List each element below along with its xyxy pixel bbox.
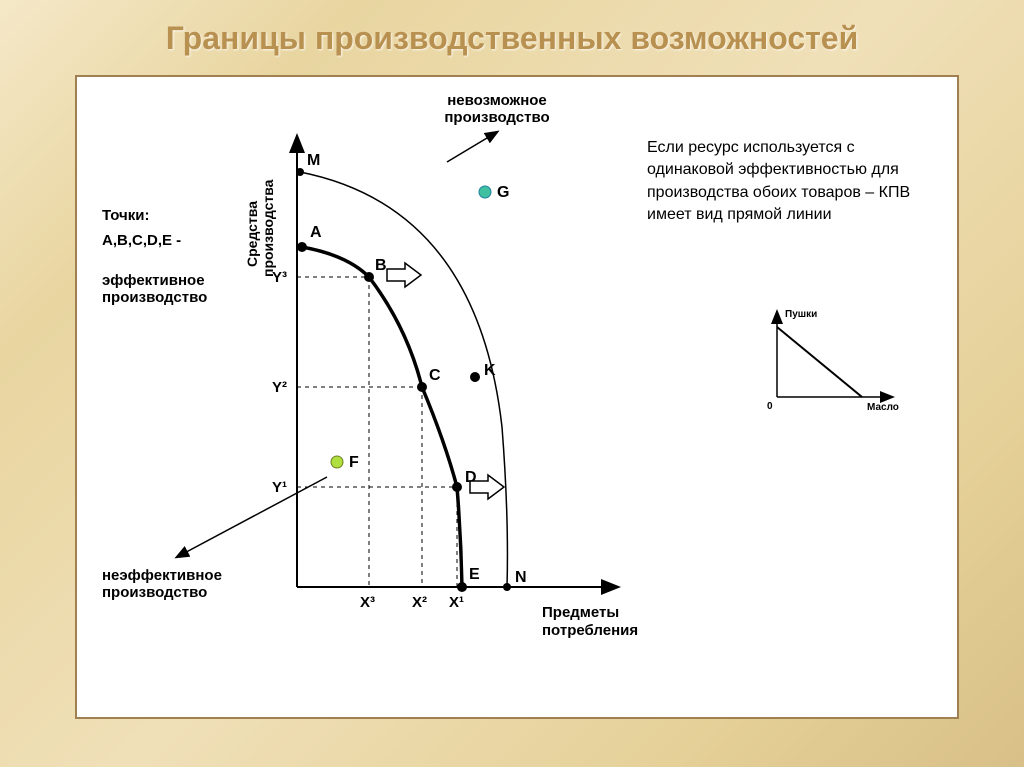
arrow-inefficient bbox=[177, 477, 327, 557]
page-title: Границы производственных возможностей bbox=[0, 0, 1024, 57]
xtick-x1: X¹ bbox=[449, 594, 464, 611]
point-b bbox=[364, 272, 374, 282]
ppf-chart: Средства производства Предметы потреблен… bbox=[77, 77, 677, 677]
block-arrow-b bbox=[387, 263, 421, 287]
x-axis-label: Предметы потребления bbox=[542, 604, 638, 639]
mini-origin: 0 bbox=[767, 401, 773, 412]
mini-line bbox=[777, 327, 862, 397]
ytick-y3: Y³ bbox=[272, 269, 287, 286]
point-k-label: K bbox=[484, 362, 496, 379]
ytick-y2: Y² bbox=[272, 379, 287, 396]
point-b-label: B bbox=[375, 257, 387, 274]
point-e-label: E bbox=[469, 566, 480, 583]
xtick-x3: X³ bbox=[360, 594, 375, 611]
point-k bbox=[470, 372, 480, 382]
xtick-x2: X² bbox=[412, 594, 427, 611]
arrow-impossible bbox=[447, 132, 497, 162]
mini-chart: Пушки Масло 0 bbox=[757, 307, 907, 417]
mini-y-label: Пушки bbox=[785, 309, 817, 320]
point-a-label: A bbox=[310, 224, 322, 241]
label-side-text: Если ресурс используется с одинаковой эф… bbox=[647, 137, 937, 227]
point-f-label: F bbox=[349, 454, 359, 471]
point-f bbox=[331, 456, 343, 468]
point-c-label: C bbox=[429, 367, 441, 384]
diagram-panel: невозможноепроизводство Точки: A,B,C,D,E… bbox=[75, 75, 959, 719]
point-d bbox=[452, 482, 462, 492]
point-c bbox=[417, 382, 427, 392]
point-m bbox=[296, 168, 304, 176]
point-g-label: G bbox=[497, 184, 509, 201]
y-axis-label: Средства производства bbox=[244, 179, 276, 277]
point-m-label: M bbox=[307, 152, 320, 169]
point-e bbox=[457, 582, 467, 592]
point-g bbox=[479, 186, 491, 198]
ytick-y1: Y¹ bbox=[272, 479, 287, 496]
point-n-label: N bbox=[515, 569, 527, 586]
point-n bbox=[503, 583, 511, 591]
point-a bbox=[297, 242, 307, 252]
mini-x-label: Масло bbox=[867, 402, 899, 413]
inner-ppf-curve bbox=[302, 247, 462, 587]
